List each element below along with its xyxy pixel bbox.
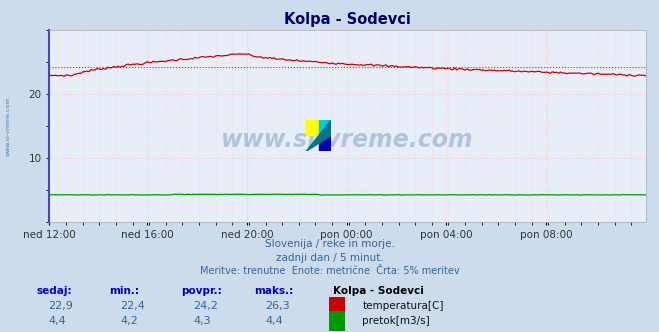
Text: 24,2: 24,2 bbox=[193, 301, 218, 311]
Polygon shape bbox=[306, 120, 331, 151]
Bar bbox=[319, 135, 331, 151]
Title: Kolpa - Sodevci: Kolpa - Sodevci bbox=[284, 12, 411, 27]
Text: Kolpa - Sodevci: Kolpa - Sodevci bbox=[333, 286, 424, 296]
Text: 4,4: 4,4 bbox=[48, 316, 66, 326]
Text: 26,3: 26,3 bbox=[266, 301, 290, 311]
Text: www.si-vreme.com: www.si-vreme.com bbox=[5, 96, 11, 156]
Text: 22,9: 22,9 bbox=[48, 301, 73, 311]
Bar bbox=[306, 120, 319, 135]
Text: temperatura[C]: temperatura[C] bbox=[362, 301, 444, 311]
Text: povpr.:: povpr.: bbox=[181, 286, 222, 296]
Text: 22,4: 22,4 bbox=[121, 301, 146, 311]
Text: pretok[m3/s]: pretok[m3/s] bbox=[362, 316, 430, 326]
Text: zadnji dan / 5 minut.: zadnji dan / 5 minut. bbox=[275, 253, 384, 263]
Text: maks.:: maks.: bbox=[254, 286, 293, 296]
Text: 4,2: 4,2 bbox=[121, 316, 138, 326]
Text: min.:: min.: bbox=[109, 286, 139, 296]
Bar bbox=[319, 120, 331, 135]
Text: Slovenija / reke in morje.: Slovenija / reke in morje. bbox=[264, 239, 395, 249]
Text: www.si-vreme.com: www.si-vreme.com bbox=[221, 127, 474, 152]
Text: 4,4: 4,4 bbox=[266, 316, 283, 326]
Text: Meritve: trenutne  Enote: metrične  Črta: 5% meritev: Meritve: trenutne Enote: metrične Črta: … bbox=[200, 266, 459, 276]
Text: 4,3: 4,3 bbox=[193, 316, 211, 326]
Text: sedaj:: sedaj: bbox=[36, 286, 72, 296]
